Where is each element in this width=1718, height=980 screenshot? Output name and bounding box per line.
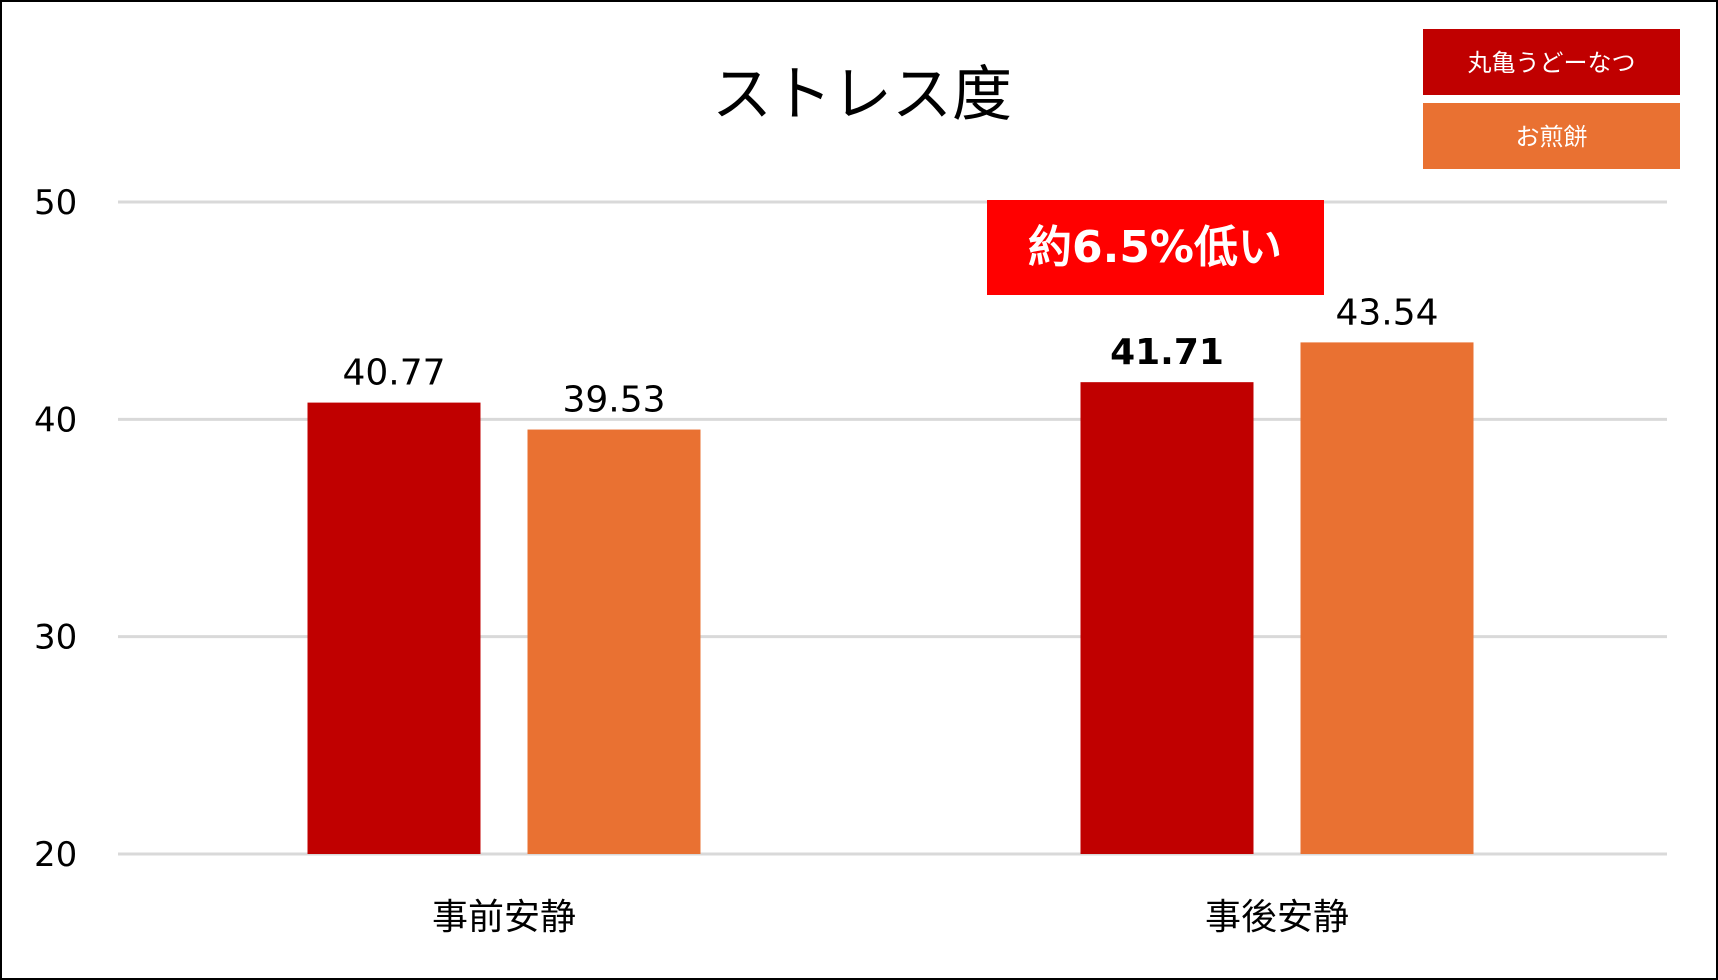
data-labels: 40.77 39.53 41.71 43.54 <box>342 292 1438 420</box>
y-tick-label: 40 <box>34 400 77 440</box>
y-tick-label: 20 <box>34 835 77 875</box>
x-category-label: 事前安静 <box>432 897 576 938</box>
legend-swatch <box>1423 103 1680 169</box>
bar <box>527 429 701 854</box>
data-label: 43.54 <box>1335 292 1438 333</box>
y-tick-label: 50 <box>34 183 77 223</box>
y-axis-ticks: 20 30 40 50 <box>34 183 77 875</box>
bar <box>1080 382 1254 854</box>
x-axis-categories: 事前安静 事後安静 <box>432 897 1349 938</box>
data-label: 39.53 <box>562 380 665 421</box>
bar <box>1300 342 1474 854</box>
legend-swatch <box>1423 29 1680 95</box>
legend-label: 丸亀うどーなつ <box>1468 49 1636 77</box>
x-category-label: 事後安静 <box>1205 897 1349 938</box>
callout-text: 約6.5%低い <box>1028 222 1282 273</box>
data-label: 40.77 <box>342 353 445 394</box>
callout: 約6.5%低い <box>987 200 1324 295</box>
chart-title: ストレス度 <box>712 60 1012 130</box>
bar <box>307 402 481 854</box>
bars <box>307 342 1474 854</box>
legend-label: お煎餅 <box>1516 123 1588 151</box>
y-tick-label: 30 <box>34 618 77 658</box>
data-label: 41.71 <box>1110 332 1224 373</box>
callout-box <box>987 200 1324 295</box>
